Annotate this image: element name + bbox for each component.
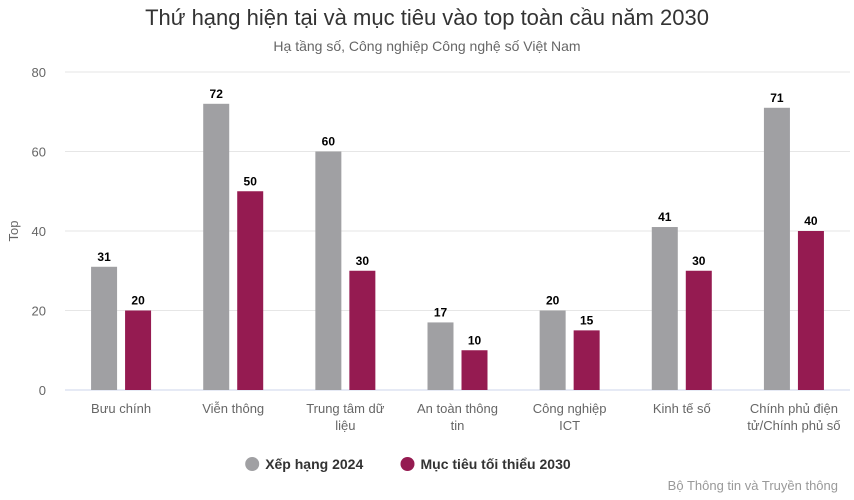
bar[interactable] [461, 350, 488, 390]
data-label: 30 [356, 254, 370, 268]
credit: Bộ Thông tin và Truyền thông [667, 478, 838, 493]
bar[interactable] [315, 151, 342, 391]
data-label: 50 [244, 174, 258, 188]
bar[interactable] [651, 227, 678, 390]
bar[interactable] [685, 270, 712, 390]
y-tick-label: 80 [32, 65, 46, 80]
bar[interactable] [91, 266, 118, 390]
x-tick-label: Trung tâm dữ [306, 401, 385, 416]
data-label: 71 [770, 91, 784, 105]
x-tick-label: Kinh tế số [653, 401, 711, 416]
x-tick-label: Viễn thông [202, 401, 264, 416]
data-label: 60 [322, 135, 336, 149]
x-axis-categories: Bưu chính Viễn thông Trung tâm dữ liệu An to… [91, 401, 841, 433]
data-label: 30 [692, 254, 706, 268]
x-tick-label: Chính phủ điện [750, 401, 838, 416]
bar[interactable] [763, 107, 790, 391]
chart-title: Thứ hạng hiện tại và mục tiêu vào top to… [145, 5, 709, 30]
data-label: 20 [546, 294, 560, 308]
x-tick-label: An toàn thông [417, 401, 498, 416]
data-label: 72 [210, 87, 224, 101]
data-label: 41 [658, 210, 672, 224]
legend-marker [400, 457, 415, 471]
bar[interactable] [539, 310, 566, 391]
data-label: 10 [468, 333, 482, 347]
bar[interactable] [237, 191, 264, 390]
x-tick-label: Bưu chính [91, 401, 151, 416]
legend-item[interactable]: Xếp hạng 2024 [265, 456, 363, 472]
x-tick-label: liệu [335, 418, 355, 433]
y-tick-label: 0 [39, 383, 46, 398]
bar[interactable] [427, 322, 454, 390]
x-tick-label: ICT [559, 418, 580, 433]
y-axis-label: Top [6, 221, 21, 242]
legend[interactable]: Xếp hạng 2024 Mục tiêu tối thiểu 2030 [245, 456, 571, 472]
data-label: 15 [580, 313, 594, 327]
data-label: 20 [131, 294, 145, 308]
y-tick-label: 60 [32, 145, 46, 160]
bar[interactable] [349, 270, 376, 390]
bars: 31 20 72 50 60 30 17 10 20 15 41 30 71 40 [91, 87, 824, 391]
legend-item[interactable]: Mục tiêu tối thiểu 2030 [421, 456, 571, 472]
data-label: 17 [434, 305, 448, 319]
data-label: 40 [804, 214, 818, 228]
bar[interactable] [573, 330, 600, 390]
grid-lines [65, 71, 850, 391]
y-axis-ticks: 0 20 40 60 80 [32, 65, 46, 398]
bar[interactable] [797, 231, 824, 390]
data-label: 31 [97, 250, 111, 264]
x-tick-label: Công nghiệp [533, 401, 607, 416]
bar[interactable] [203, 103, 230, 391]
y-tick-label: 40 [32, 224, 46, 239]
x-tick-label: tin [451, 418, 465, 433]
x-tick-label: tử/Chính phủ số [747, 418, 840, 433]
bar[interactable] [125, 310, 152, 391]
legend-marker [245, 457, 260, 471]
y-tick-label: 20 [32, 304, 46, 319]
chart-subtitle: Hạ tầng số, Công nghiệp Công nghệ số Việ… [273, 38, 581, 54]
